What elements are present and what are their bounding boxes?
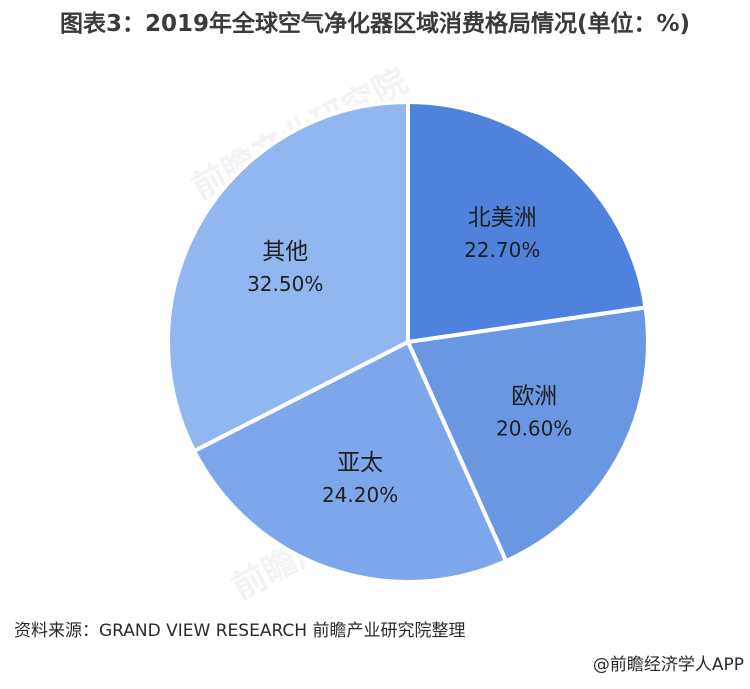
pie-labels: 北美洲 22.70% 欧洲 20.60% 亚太 24.20% 其他 32.50%	[247, 205, 572, 507]
pie-slices	[166, 100, 650, 584]
slice-label: 其他	[262, 239, 308, 265]
slice-label: 欧洲	[511, 383, 557, 409]
source-note: 资料来源：GRAND VIEW RESEARCH 前瞻产业研究院整理	[14, 621, 466, 641]
slice-value-label: 32.50%	[247, 272, 323, 296]
pie-slice	[406, 305, 650, 564]
pie-slice	[406, 100, 648, 344]
slice-value-label: 20.60%	[496, 416, 572, 440]
pie-slice	[192, 340, 509, 584]
slice-label: 北美洲	[468, 205, 537, 231]
chart-title: 图表3：2019年全球空气净化器区域消费格局情况(单位：%)	[59, 11, 691, 37]
slice-value-label: 24.20%	[322, 483, 398, 507]
pie-slice	[166, 100, 410, 453]
slice-label: 亚太	[337, 450, 383, 476]
slice-value-label: 22.70%	[464, 238, 540, 262]
credit-note: @前瞻经济学人APP	[592, 655, 744, 675]
